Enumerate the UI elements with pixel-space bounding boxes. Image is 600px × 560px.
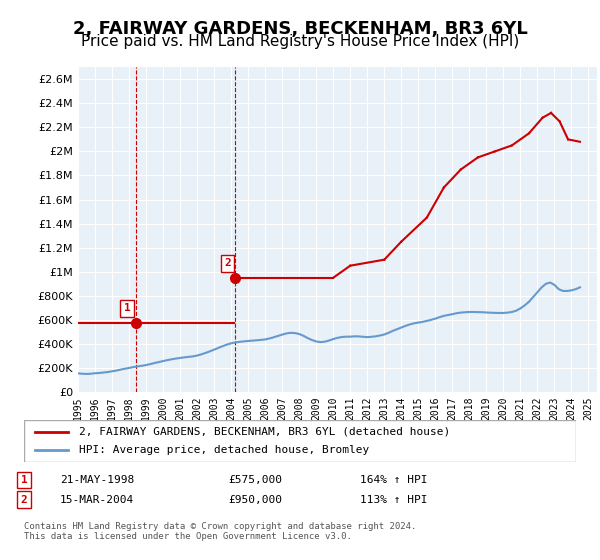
Text: Price paid vs. HM Land Registry's House Price Index (HPI): Price paid vs. HM Land Registry's House … <box>81 34 519 49</box>
Text: £950,000: £950,000 <box>228 494 282 505</box>
Text: £575,000: £575,000 <box>228 475 282 485</box>
Text: 2, FAIRWAY GARDENS, BECKENHAM, BR3 6YL: 2, FAIRWAY GARDENS, BECKENHAM, BR3 6YL <box>73 20 527 38</box>
Text: 164% ↑ HPI: 164% ↑ HPI <box>360 475 427 485</box>
Text: 15-MAR-2004: 15-MAR-2004 <box>60 494 134 505</box>
Text: 21-MAY-1998: 21-MAY-1998 <box>60 475 134 485</box>
Text: 1: 1 <box>124 304 130 314</box>
Text: 2: 2 <box>224 258 231 268</box>
Text: 2: 2 <box>20 494 28 505</box>
Text: 113% ↑ HPI: 113% ↑ HPI <box>360 494 427 505</box>
Text: HPI: Average price, detached house, Bromley: HPI: Average price, detached house, Brom… <box>79 445 370 455</box>
FancyBboxPatch shape <box>24 420 576 462</box>
Text: 2, FAIRWAY GARDENS, BECKENHAM, BR3 6YL (detached house): 2, FAIRWAY GARDENS, BECKENHAM, BR3 6YL (… <box>79 427 451 437</box>
Text: Contains HM Land Registry data © Crown copyright and database right 2024.
This d: Contains HM Land Registry data © Crown c… <box>24 522 416 542</box>
Text: 1: 1 <box>20 475 28 485</box>
